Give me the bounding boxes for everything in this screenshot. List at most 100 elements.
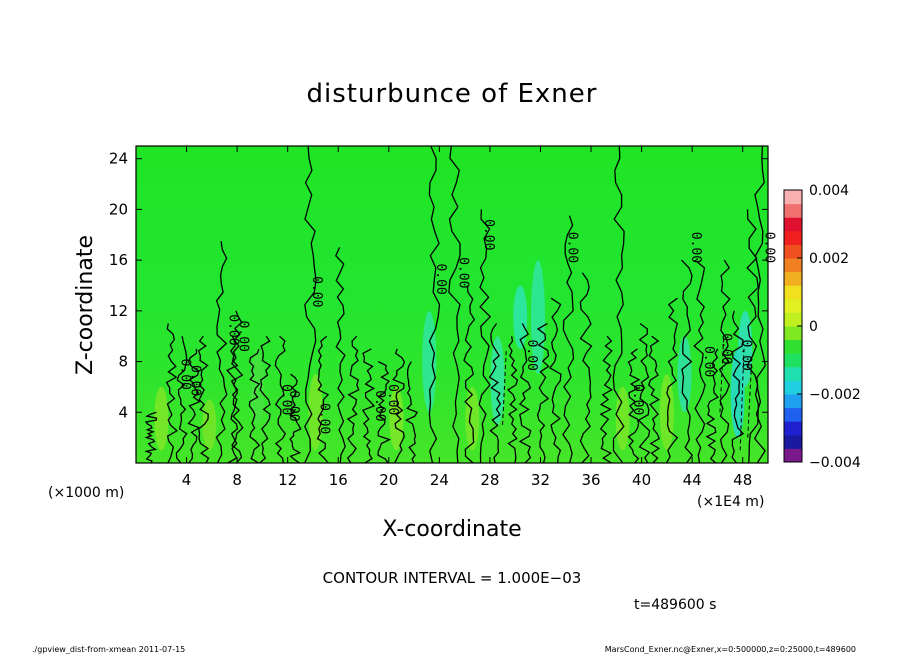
footer-left: ./gpview_dist-from-xmean 2011-07-15 xyxy=(32,645,185,654)
colorbar-swatch xyxy=(784,230,802,245)
contour-line-negative xyxy=(719,336,725,413)
contour-line xyxy=(718,259,731,464)
field-patch xyxy=(513,285,528,349)
field-patch xyxy=(677,336,692,413)
y-tick-label: 8 xyxy=(118,353,128,371)
plot-area: 0.000.000.000.000.000.000.000.00 0.000.00… xyxy=(109,145,777,489)
contour-line xyxy=(304,145,317,464)
x-unit-right: (×1E4 m) xyxy=(697,494,764,510)
field-patch xyxy=(530,260,545,375)
contour-line xyxy=(144,411,158,464)
x-tick-label: 12 xyxy=(278,471,297,489)
contour-line xyxy=(215,241,228,464)
y-axis: 4 8 12 16 20 24 xyxy=(109,150,768,421)
x-tick-label: 20 xyxy=(379,471,398,489)
contour-line xyxy=(488,323,502,464)
y-tick-label: 16 xyxy=(109,251,128,269)
colorbar-swatch xyxy=(784,353,802,368)
contour-label: 0.00 xyxy=(701,346,716,377)
x-tick-label: 24 xyxy=(430,471,449,489)
contour-line xyxy=(579,272,593,464)
contour-line xyxy=(448,145,461,464)
contour-line xyxy=(392,348,406,464)
colorbar-tick-label: 0 xyxy=(809,319,818,335)
contour-label: 0.00 xyxy=(372,390,387,421)
colorbar-swatch xyxy=(784,190,802,205)
contour-label: 0.00 xyxy=(762,232,777,263)
colorbar-tick-label: −0.004 xyxy=(809,455,861,471)
colorbar-swatch xyxy=(784,434,802,449)
contour-line xyxy=(627,348,641,464)
contour-line xyxy=(549,297,562,464)
contour-label: 0.00 xyxy=(564,232,579,263)
x-tick-label: 48 xyxy=(733,471,752,489)
contour-label: 0.00 xyxy=(524,340,539,371)
time-label: t=489600 s xyxy=(634,597,716,613)
contour-label: 0.00 xyxy=(719,333,734,364)
contour-line xyxy=(647,335,661,464)
contour-label: 0.00 xyxy=(317,403,332,434)
contour-line xyxy=(274,335,287,464)
contour-line-negative xyxy=(747,361,753,438)
contour-line xyxy=(518,323,532,464)
contour-line xyxy=(693,259,706,464)
contour-label: 0.00 xyxy=(279,384,294,415)
contour-line xyxy=(259,335,272,464)
field-patch xyxy=(490,336,505,425)
contour-line xyxy=(746,209,760,464)
contour-line xyxy=(599,335,613,464)
contour-line xyxy=(197,335,210,464)
contour-line xyxy=(428,145,441,464)
colorbar-swatch xyxy=(784,448,802,463)
colorbar-swatch xyxy=(784,366,802,381)
contour-line xyxy=(705,348,719,464)
colorbar-swatch xyxy=(784,285,802,300)
y-tick-label: 4 xyxy=(118,403,128,421)
contour-label: 0.00 xyxy=(739,340,754,371)
colorbar-swatch xyxy=(784,394,802,409)
chart-title: disturbunce of Exner xyxy=(307,79,598,109)
contour-line xyxy=(346,335,360,464)
colorbar-swatch xyxy=(784,407,802,422)
contour-line xyxy=(637,322,651,464)
contour-line xyxy=(681,259,694,464)
contour-line xyxy=(536,322,550,464)
contour-line xyxy=(405,361,419,464)
colorbar-swatch xyxy=(784,244,802,259)
x-tick-label: 4 xyxy=(182,471,192,489)
contour-line xyxy=(187,348,202,464)
contour-line xyxy=(316,335,330,464)
contour-interval: CONTOUR INTERVAL = 1.000E−03 xyxy=(323,569,582,587)
contour-line xyxy=(335,247,346,464)
x-axis: 4 8 12 16 20 24 28 32 36 40 44 48 xyxy=(182,146,752,489)
contour-line xyxy=(248,348,261,464)
contour-line-negative xyxy=(502,348,507,425)
contour-label: 0.00 xyxy=(481,219,496,250)
contour-line xyxy=(612,145,625,464)
contour-labels: 0.000.000.000.000.000.000.000.00 0.000.00… xyxy=(178,219,777,434)
field-patch xyxy=(659,374,674,451)
y-axis-label: Z-coordinate xyxy=(73,235,98,375)
contour-line-negative xyxy=(739,348,745,451)
colorbar-swatch xyxy=(784,203,802,218)
contour-line xyxy=(289,373,302,464)
colorbar-tick-label: 0.002 xyxy=(809,251,849,267)
colorbar-tick-label: 0.004 xyxy=(809,183,849,199)
contour-line xyxy=(175,336,188,464)
colorbar-swatch xyxy=(784,298,802,313)
contour-label: 0.00 xyxy=(688,232,703,263)
x-unit-left: (×1000 m) xyxy=(48,485,124,501)
x-axis-label: X-coordinate xyxy=(382,517,521,542)
y-tick-label: 12 xyxy=(109,302,128,320)
x-tick-label: 32 xyxy=(531,471,550,489)
x-tick-label: 40 xyxy=(632,471,651,489)
field-patch xyxy=(422,310,437,413)
x-tick-label: 28 xyxy=(480,471,499,489)
contour-label: 0.00 xyxy=(226,314,241,345)
contour-line xyxy=(361,348,376,464)
contour-label: 0.00 xyxy=(309,276,324,307)
contour-line xyxy=(562,215,575,464)
contour-line xyxy=(463,285,476,464)
contour-lines xyxy=(144,145,766,464)
